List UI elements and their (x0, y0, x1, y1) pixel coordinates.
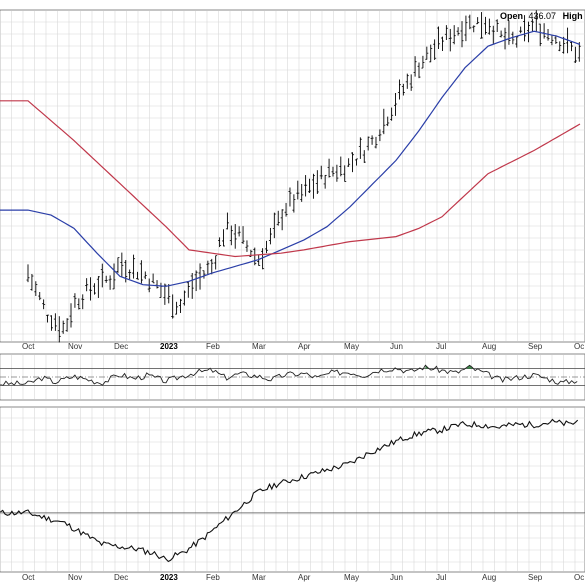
open-value: 436.07 (529, 11, 557, 21)
price-x-tick-label: Apr (298, 342, 311, 351)
x-axis-labels: Oct Nov Dec 2023 Feb Mar Apr May Jun Jul Aug Sep Oc O… (22, 342, 584, 582)
price-x-tick-label: Mar (252, 342, 266, 351)
ratio-x-tick-label: Nov (68, 573, 82, 582)
ratio-x-tick-label: 2023 (160, 573, 178, 582)
grid-layer (0, 11, 585, 571)
price-bars (26, 10, 581, 343)
price-x-tick-label: May (344, 342, 359, 351)
price-x-tick-label: Feb (206, 342, 220, 351)
ohlc-readout: Open 436.07 High 439 (500, 11, 585, 21)
ratio-x-tick-label: Oct (22, 573, 35, 582)
moving-averages (0, 30, 581, 287)
ratio-x-tick-label: Sep (528, 573, 543, 582)
price-panel-frame (0, 9, 585, 343)
long-ma-line (0, 100, 581, 258)
ratio-x-tick-label: Feb (206, 573, 220, 582)
ratio-x-tick-label: May (344, 573, 359, 582)
ratio-x-tick-label: Aug (482, 573, 496, 582)
price-x-tick-label: Nov (68, 342, 82, 351)
ratio-x-tick-label: Oc (574, 573, 584, 582)
open-label: Open (500, 11, 523, 21)
ratio-x-tick-label: Jun (390, 573, 403, 582)
osc-line (0, 364, 578, 386)
ratio-layer (0, 418, 585, 563)
price-x-tick-label: Dec (114, 342, 128, 351)
price-x-tick-label: 2023 (160, 342, 178, 351)
osc-overbought-fill (466, 365, 473, 369)
ratio-x-tick-label: Jul (436, 573, 446, 582)
price-x-tick-label: Oc (574, 342, 584, 351)
price-x-tick-label: Sep (528, 342, 543, 351)
ratio-line (0, 418, 579, 563)
price-x-tick-label: Jul (436, 342, 446, 351)
ratio-panel-frame (0, 406, 585, 573)
oscillator-layer (0, 364, 585, 386)
ratio-x-tick-label: Apr (298, 573, 311, 582)
price-x-tick-label: Oct (22, 342, 35, 351)
price-x-tick-label: Jun (390, 342, 403, 351)
ratio-x-tick-label: Mar (252, 573, 266, 582)
high-label: High (563, 11, 583, 21)
short-ma-line (0, 30, 581, 287)
ratio-x-tick-label: Dec (114, 573, 128, 582)
price-x-tick-label: Aug (482, 342, 496, 351)
